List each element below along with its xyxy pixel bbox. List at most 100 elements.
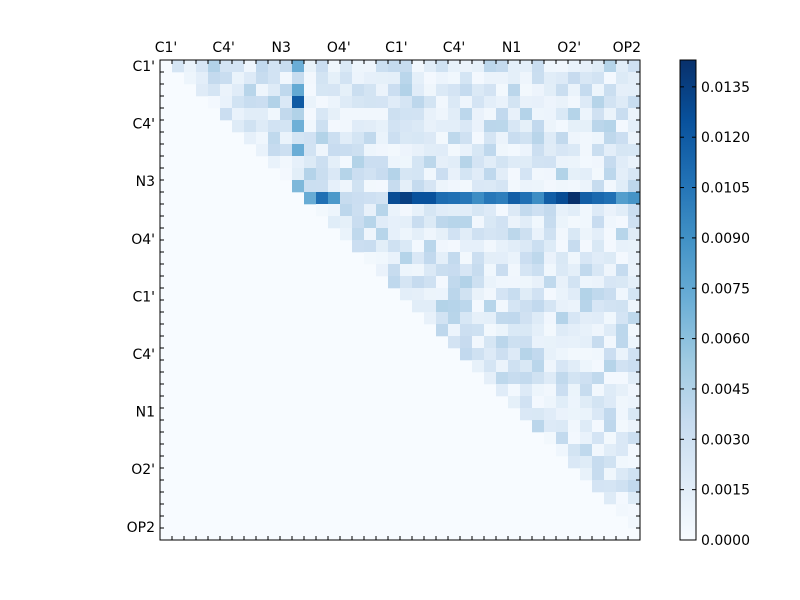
heatmap-cell	[460, 264, 473, 277]
heatmap-cell	[304, 60, 317, 73]
heatmap-cell	[568, 144, 581, 157]
heatmap-cell	[532, 384, 545, 397]
heatmap-cell	[544, 348, 557, 361]
heatmap-cell	[508, 300, 521, 313]
heatmap-cell	[364, 72, 377, 85]
heatmap-cell	[484, 192, 497, 205]
heatmap-cell	[364, 216, 377, 229]
heatmap-cell	[448, 288, 461, 301]
heatmap-cell	[580, 444, 593, 457]
colorbar-tick-label: 0.0120	[701, 130, 750, 146]
heatmap-cell	[592, 204, 605, 217]
heatmap-cell	[592, 168, 605, 181]
heatmap-cell	[256, 96, 269, 109]
heatmap-cell	[472, 228, 485, 241]
heatmap-cell	[364, 120, 377, 133]
heatmap-cell	[388, 228, 401, 241]
heatmap-cell	[592, 216, 605, 229]
heatmap-cell	[604, 348, 617, 361]
heatmap-cell	[544, 408, 557, 421]
heatmap-cell	[412, 120, 425, 133]
heatmap-cell	[568, 204, 581, 217]
heatmap-cell	[436, 300, 449, 313]
heatmap-cell	[400, 84, 413, 97]
heatmap-cell	[628, 432, 641, 445]
heatmap-cell	[604, 216, 617, 229]
heatmap-cell	[376, 264, 389, 277]
heatmap-cell	[448, 108, 461, 121]
heatmap-cell	[556, 120, 569, 133]
heatmap-cell	[340, 72, 353, 85]
heatmap-cell	[400, 120, 413, 133]
heatmap-cell	[460, 144, 473, 157]
heatmap-cell	[460, 276, 473, 289]
heatmap-cell	[532, 300, 545, 313]
heatmap-cell	[448, 276, 461, 289]
heatmap-cell	[364, 144, 377, 157]
heatmap-cell	[628, 360, 641, 373]
heatmap-cell	[556, 72, 569, 85]
heatmap-cell	[628, 120, 641, 133]
heatmap-cell	[400, 264, 413, 277]
heatmap-cell	[448, 252, 461, 265]
heatmap-cell	[388, 204, 401, 217]
heatmap-cell	[616, 372, 629, 385]
heatmap-cell	[304, 96, 317, 109]
heatmap-cell	[352, 156, 365, 169]
heatmap-cell	[520, 240, 533, 253]
heatmap-cell	[592, 456, 605, 469]
heatmap-cell	[532, 120, 545, 133]
y-tick-label: OP2	[127, 520, 155, 536]
heatmap-cell	[436, 96, 449, 109]
heatmap-cell	[604, 228, 617, 241]
heatmap-cell	[352, 228, 365, 241]
heatmap-cell	[580, 396, 593, 409]
heatmap-cell	[352, 108, 365, 121]
heatmap-cell	[496, 300, 509, 313]
heatmap-cell	[604, 156, 617, 169]
heatmap-cell	[628, 276, 641, 289]
heatmap-cell	[556, 108, 569, 121]
heatmap-cell	[412, 108, 425, 121]
heatmap-cell	[508, 96, 521, 109]
heatmap-cell	[496, 336, 509, 349]
heatmap-cell	[460, 348, 473, 361]
heatmap-cell	[424, 168, 437, 181]
heatmap-cell	[532, 288, 545, 301]
heatmap-cell	[616, 276, 629, 289]
heatmap-cell	[508, 216, 521, 229]
heatmap-cell	[592, 180, 605, 193]
heatmap-cell	[316, 96, 329, 109]
heatmap-cell	[436, 168, 449, 181]
heatmap-cell	[532, 240, 545, 253]
heatmap-cell	[508, 288, 521, 301]
heatmap-cell	[592, 144, 605, 157]
heatmap-cell	[484, 180, 497, 193]
heatmap-cell	[556, 288, 569, 301]
heatmap-cell	[340, 60, 353, 73]
heatmap-cell	[376, 132, 389, 145]
heatmap-cell	[400, 252, 413, 265]
heatmap-cell	[580, 96, 593, 109]
heatmap-cell	[328, 204, 341, 217]
heatmap-cell	[532, 84, 545, 97]
heatmap-cell	[616, 300, 629, 313]
heatmap-cell	[508, 360, 521, 373]
heatmap-cell	[568, 60, 581, 73]
heatmap-cell	[424, 300, 437, 313]
heatmap-cell	[520, 384, 533, 397]
heatmap-cell	[484, 84, 497, 97]
heatmap-cell	[616, 456, 629, 469]
heatmap-cell	[412, 276, 425, 289]
heatmap-cell	[496, 228, 509, 241]
heatmap-cell	[328, 168, 341, 181]
heatmap-cell	[628, 492, 641, 505]
heatmap-cell	[496, 156, 509, 169]
heatmap-cell	[436, 252, 449, 265]
heatmap-cell	[220, 96, 233, 109]
heatmap-cell	[604, 144, 617, 157]
heatmap-cell	[604, 120, 617, 133]
heatmap-cell	[556, 432, 569, 445]
heatmap-cell	[532, 408, 545, 421]
heatmap-cell	[580, 456, 593, 469]
